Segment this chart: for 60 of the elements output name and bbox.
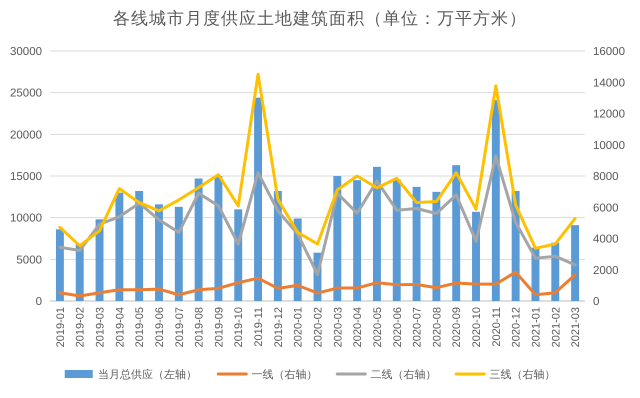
x-tick-label: 2021-03 xyxy=(570,307,582,348)
legend-label: 二线（右轴） xyxy=(370,368,436,381)
x-tick-label: 2020-05 xyxy=(372,307,384,348)
x-tick-label: 2020-01 xyxy=(292,307,305,348)
bar xyxy=(372,166,381,301)
bar xyxy=(194,178,203,301)
y2-tick-label: 14000 xyxy=(593,77,625,90)
bar xyxy=(571,225,580,301)
x-tick-label: 2019-10 xyxy=(233,307,246,348)
bar xyxy=(135,191,144,301)
y2-tick-label: 16000 xyxy=(593,46,625,58)
x-tick-label: 2019-06 xyxy=(154,307,166,348)
y2-tick-label: 12000 xyxy=(593,108,625,120)
legend-label: 一线（右轴） xyxy=(251,368,318,381)
x-tick-label: 2020-07 xyxy=(412,307,424,348)
x-tick-label: 2020-02 xyxy=(312,307,324,348)
x-tick-label: 2019-04 xyxy=(114,307,126,348)
x-tick-label: 2020-06 xyxy=(392,307,404,348)
x-tick-label: 2021-02 xyxy=(550,307,562,348)
bar xyxy=(432,192,440,301)
y-tick-label: 0 xyxy=(36,296,42,308)
bar xyxy=(174,206,183,301)
x-tick-label: 2020-08 xyxy=(431,307,444,348)
y2-tick-label: 0 xyxy=(593,296,600,308)
x-tick-label: 2019-11 xyxy=(253,307,266,347)
chart-title: 各线城市月度供应土地建筑面积（单位：万平方米） xyxy=(113,9,527,28)
x-tick-label: 2020-03 xyxy=(332,307,344,348)
x-tick-label: 2019-08 xyxy=(194,307,206,348)
y-tick-label: 25000 xyxy=(10,88,42,100)
y-tick-label: 10000 xyxy=(10,212,42,225)
y-tick-label: 30000 xyxy=(10,46,42,58)
bar xyxy=(412,186,421,301)
bar xyxy=(254,98,262,301)
x-tick-label: 2020-12 xyxy=(510,307,523,348)
x-tick-label: 2019-05 xyxy=(134,307,146,348)
bar xyxy=(115,192,124,301)
x-tick-label: 2019-01 xyxy=(54,307,67,348)
x-tick-label: 2020-09 xyxy=(451,307,464,348)
legend-label: 三线（右轴） xyxy=(489,368,556,381)
legend-label: 当月总供应（左轴） xyxy=(98,368,197,381)
y2-tick-label: 8000 xyxy=(593,171,619,183)
y2-tick-label: 6000 xyxy=(593,202,619,214)
x-tick-label: 2020-04 xyxy=(352,307,364,348)
y-tick-label: 15000 xyxy=(10,171,42,183)
x-tick-label: 2021-01 xyxy=(530,307,542,348)
x-tick-label: 2019-09 xyxy=(213,307,226,348)
x-tick-label: 2020-10 xyxy=(471,307,484,348)
y-tick-label: 20000 xyxy=(10,129,42,142)
x-tick-label: 2019-03 xyxy=(94,307,107,348)
y2-tick-label: 10000 xyxy=(593,140,625,152)
y2-tick-label: 2000 xyxy=(593,264,619,277)
x-tick-label: 2019-07 xyxy=(174,307,186,348)
bar xyxy=(353,180,362,301)
y-tick-label: 5000 xyxy=(16,254,42,266)
bar xyxy=(214,176,222,301)
y2-tick-label: 4000 xyxy=(593,234,619,246)
x-tick-label: 2019-12 xyxy=(272,307,285,348)
bar xyxy=(56,229,64,301)
x-tick-label: 2020-11 xyxy=(490,307,503,347)
x-tick-label: 2019-02 xyxy=(74,307,87,348)
